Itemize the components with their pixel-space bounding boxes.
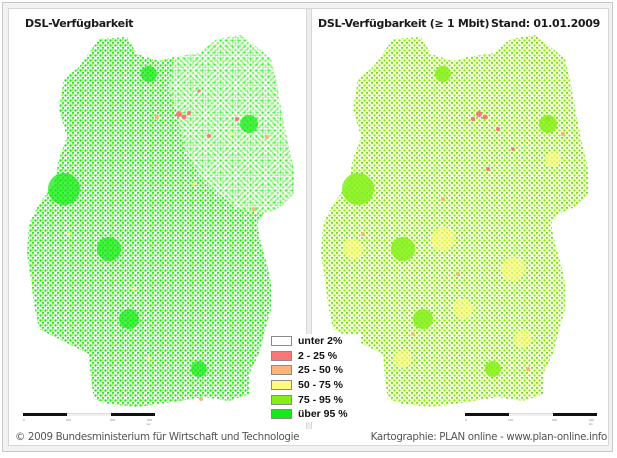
legend-swatch [271, 409, 292, 420]
legend-swatch [271, 394, 292, 405]
copyright-text: © 2009 Bundesministerium für Wirtschaft … [15, 431, 300, 443]
footer: © 2009 Bundesministerium für Wirtschaft … [11, 427, 609, 447]
map-legend: unter 2% 2 - 25 % 25 - 50 % 50 - 75 % 75… [271, 334, 361, 422]
legend-swatch [271, 336, 292, 347]
legend-label: 2 - 25 % [298, 349, 338, 362]
legend-label: 50 - 75 % [298, 379, 343, 392]
left-map-title: DSL-Verfügbarkeit [25, 17, 134, 30]
scale-tick: 200 [110, 418, 116, 422]
figure-frame: DSL-Verfügbarkeit 0 100 200 300 km [2, 2, 613, 452]
legend-label: 25 - 50 % [298, 364, 343, 377]
left-map-panel: DSL-Verfügbarkeit 0 100 200 300 km [9, 9, 305, 429]
legend-swatch [271, 350, 292, 361]
scale-tick: 200 [552, 418, 558, 422]
panel-divider [306, 9, 312, 429]
germany-map-dsl-1mbit-availability [321, 35, 588, 407]
legend-item-50-75: 50 - 75 % [271, 378, 361, 393]
right-map-title: DSL-Verfügbarkeit (≥ 1 Mbit) [318, 17, 490, 30]
legend-swatch [271, 380, 292, 391]
legend-label: 75 - 95 % [298, 393, 343, 406]
legend-label: über 95 % [298, 408, 348, 421]
scale-tick: 100 [508, 418, 514, 422]
figure-canvas: DSL-Verfügbarkeit 0 100 200 300 km [8, 8, 609, 446]
scale-tick: 0 [465, 418, 467, 422]
scale-tick: 300 km [147, 418, 153, 426]
legend-item-unter-2: unter 2% [271, 334, 361, 349]
date-label: Stand: 01.01.2009 [490, 17, 600, 30]
legend-label: unter 2% [298, 335, 343, 348]
legend-swatch [271, 365, 292, 376]
left-scale-bar: 0 100 200 300 km [23, 413, 155, 426]
legend-item-75-95: 75 - 95 % [271, 392, 361, 407]
cartography-credit: Kartographie: PLAN online - www.plan-onl… [370, 431, 608, 443]
right-scale-bar: 0 100 200 300 km [465, 413, 597, 426]
legend-item-ueber-95: über 95 % [271, 407, 361, 422]
germany-map-dsl-availability [27, 35, 294, 407]
scale-tick: 100 [66, 418, 72, 422]
scale-tick: 0 [23, 418, 25, 422]
legend-item-2-25: 2 - 25 % [271, 349, 361, 364]
right-map-panel: DSL-Verfügbarkeit (≥ 1 Mbit) Stand: 01.0… [313, 9, 608, 429]
scale-tick: 300 km [589, 418, 595, 426]
legend-item-25-50: 25 - 50 % [271, 363, 361, 378]
